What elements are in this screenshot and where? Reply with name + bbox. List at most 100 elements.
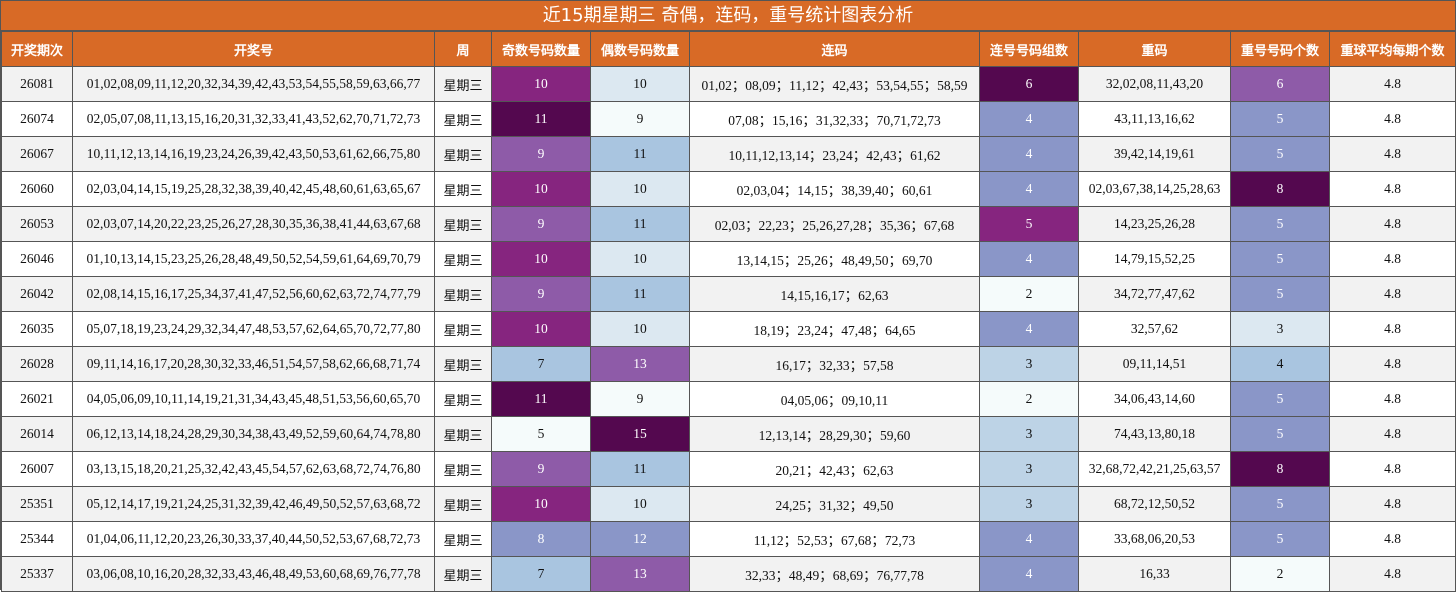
table-row: 26074 02,05,07,08,11,13,15,16,20,31,32,33… [1, 101, 1456, 137]
consecutive-cell: 32,33；48,49；68,69；76,77,78 [689, 556, 980, 592]
header-repeat: 重码 [1078, 31, 1231, 67]
repeat-count-cell: 4 [1230, 346, 1330, 382]
consecutive-groups-cell: 3 [979, 486, 1079, 522]
average-cell: 4.8 [1329, 556, 1456, 592]
odd-count-cell: 10 [491, 241, 591, 277]
repeat-count-cell: 5 [1230, 206, 1330, 242]
week-cell: 星期三 [434, 521, 492, 557]
even-count-cell: 10 [590, 311, 690, 347]
header-consecutive-groups: 连号号码组数 [979, 31, 1079, 67]
consecutive-cell: 16,17；32,33；57,58 [689, 346, 980, 382]
repeat-cell: 32,02,08,11,43,20 [1078, 66, 1231, 102]
odd-count-cell: 10 [491, 171, 591, 207]
numbers-cell: 04,05,06,09,10,11,14,19,21,31,34,43,45,4… [72, 381, 435, 417]
issue-cell: 26014 [1, 416, 73, 452]
even-count-cell: 13 [590, 556, 690, 592]
average-cell: 4.8 [1329, 486, 1456, 522]
odd-count-cell: 10 [491, 486, 591, 522]
issue-cell: 26074 [1, 101, 73, 137]
average-cell: 4.8 [1329, 416, 1456, 452]
numbers-cell: 02,05,07,08,11,13,15,16,20,31,32,33,41,4… [72, 101, 435, 137]
average-cell: 4.8 [1329, 346, 1456, 382]
table-body: 26081 01,02,08,09,11,12,20,32,34,39,42,43… [1, 66, 1456, 592]
stats-table: 开奖期次 开奖号 周 奇数号码数量 偶数号码数量 连码 连号号码组数 重码 重号… [1, 31, 1456, 592]
header-odd-count: 奇数号码数量 [491, 31, 591, 67]
consecutive-groups-cell: 4 [979, 136, 1079, 172]
consecutive-groups-cell: 3 [979, 451, 1079, 487]
consecutive-cell: 07,08；15,16；31,32,33；70,71,72,73 [689, 101, 980, 137]
repeat-count-cell: 5 [1230, 381, 1330, 417]
consecutive-groups-cell: 4 [979, 171, 1079, 207]
repeat-cell: 02,03,67,38,14,25,28,63 [1078, 171, 1231, 207]
odd-count-cell: 11 [491, 381, 591, 417]
issue-cell: 25337 [1, 556, 73, 592]
consecutive-cell: 14,15,16,17；62,63 [689, 276, 980, 312]
numbers-cell: 06,12,13,14,18,24,28,29,30,34,38,43,49,5… [72, 416, 435, 452]
repeat-count-cell: 6 [1230, 66, 1330, 102]
issue-cell: 26067 [1, 136, 73, 172]
header-even-count: 偶数号码数量 [590, 31, 690, 67]
even-count-cell: 10 [590, 241, 690, 277]
consecutive-groups-cell: 4 [979, 556, 1079, 592]
week-cell: 星期三 [434, 206, 492, 242]
repeat-cell: 33,68,06,20,53 [1078, 521, 1231, 557]
consecutive-cell: 02,03；22,23；25,26,27,28；35,36；67,68 [689, 206, 980, 242]
consecutive-groups-cell: 3 [979, 416, 1079, 452]
consecutive-groups-cell: 4 [979, 101, 1079, 137]
even-count-cell: 12 [590, 521, 690, 557]
issue-cell: 25344 [1, 521, 73, 557]
table-row: 26053 02,03,07,14,20,22,23,25,26,27,28,30… [1, 206, 1456, 242]
odd-count-cell: 11 [491, 101, 591, 137]
issue-cell: 26042 [1, 276, 73, 312]
consecutive-cell: 02,03,04；14,15；38,39,40；60,61 [689, 171, 980, 207]
issue-cell: 26060 [1, 171, 73, 207]
consecutive-cell: 12,13,14；28,29,30；59,60 [689, 416, 980, 452]
table-row: 26014 06,12,13,14,18,24,28,29,30,34,38,43… [1, 416, 1456, 452]
even-count-cell: 10 [590, 66, 690, 102]
numbers-cell: 05,12,14,17,19,21,24,25,31,32,39,42,46,4… [72, 486, 435, 522]
odd-count-cell: 9 [491, 276, 591, 312]
table-row: 26007 03,13,15,18,20,21,25,32,42,43,45,54… [1, 451, 1456, 487]
numbers-cell: 09,11,14,16,17,20,28,30,32,33,46,51,54,5… [72, 346, 435, 382]
consecutive-groups-cell: 2 [979, 381, 1079, 417]
average-cell: 4.8 [1329, 101, 1456, 137]
even-count-cell: 10 [590, 486, 690, 522]
average-cell: 4.8 [1329, 136, 1456, 172]
odd-count-cell: 10 [491, 311, 591, 347]
repeat-cell: 68,72,12,50,52 [1078, 486, 1231, 522]
numbers-cell: 02,03,07,14,20,22,23,25,26,27,28,30,35,3… [72, 206, 435, 242]
numbers-cell: 02,08,14,15,16,17,25,34,37,41,47,52,56,6… [72, 276, 435, 312]
table-row: 26046 01,10,13,14,15,23,25,26,28,48,49,50… [1, 241, 1456, 277]
consecutive-groups-cell: 5 [979, 206, 1079, 242]
consecutive-cell: 10,11,12,13,14；23,24；42,43；61,62 [689, 136, 980, 172]
average-cell: 4.8 [1329, 171, 1456, 207]
week-cell: 星期三 [434, 486, 492, 522]
week-cell: 星期三 [434, 556, 492, 592]
header-row: 开奖期次 开奖号 周 奇数号码数量 偶数号码数量 连码 连号号码组数 重码 重号… [1, 31, 1456, 67]
repeat-count-cell: 8 [1230, 171, 1330, 207]
repeat-cell: 14,23,25,26,28 [1078, 206, 1231, 242]
consecutive-cell: 18,19；23,24；47,48；64,65 [689, 311, 980, 347]
table-row: 25351 05,12,14,17,19,21,24,25,31,32,39,42… [1, 486, 1456, 522]
repeat-count-cell: 5 [1230, 486, 1330, 522]
repeat-count-cell: 5 [1230, 416, 1330, 452]
repeat-count-cell: 8 [1230, 451, 1330, 487]
odd-count-cell: 10 [491, 66, 591, 102]
even-count-cell: 9 [590, 101, 690, 137]
repeat-count-cell: 5 [1230, 136, 1330, 172]
table-row: 25344 01,04,06,11,12,20,23,26,30,33,37,40… [1, 521, 1456, 557]
week-cell: 星期三 [434, 416, 492, 452]
repeat-cell: 74,43,13,80,18 [1078, 416, 1231, 452]
average-cell: 4.8 [1329, 206, 1456, 242]
repeat-count-cell: 5 [1230, 101, 1330, 137]
repeat-cell: 14,79,15,52,25 [1078, 241, 1231, 277]
week-cell: 星期三 [434, 381, 492, 417]
issue-cell: 25351 [1, 486, 73, 522]
repeat-cell: 32,68,72,42,21,25,63,57 [1078, 451, 1231, 487]
even-count-cell: 11 [590, 451, 690, 487]
odd-count-cell: 7 [491, 346, 591, 382]
header-average: 重球平均每期个数 [1329, 31, 1456, 67]
numbers-cell: 01,04,06,11,12,20,23,26,30,33,37,40,44,5… [72, 521, 435, 557]
consecutive-groups-cell: 4 [979, 241, 1079, 277]
